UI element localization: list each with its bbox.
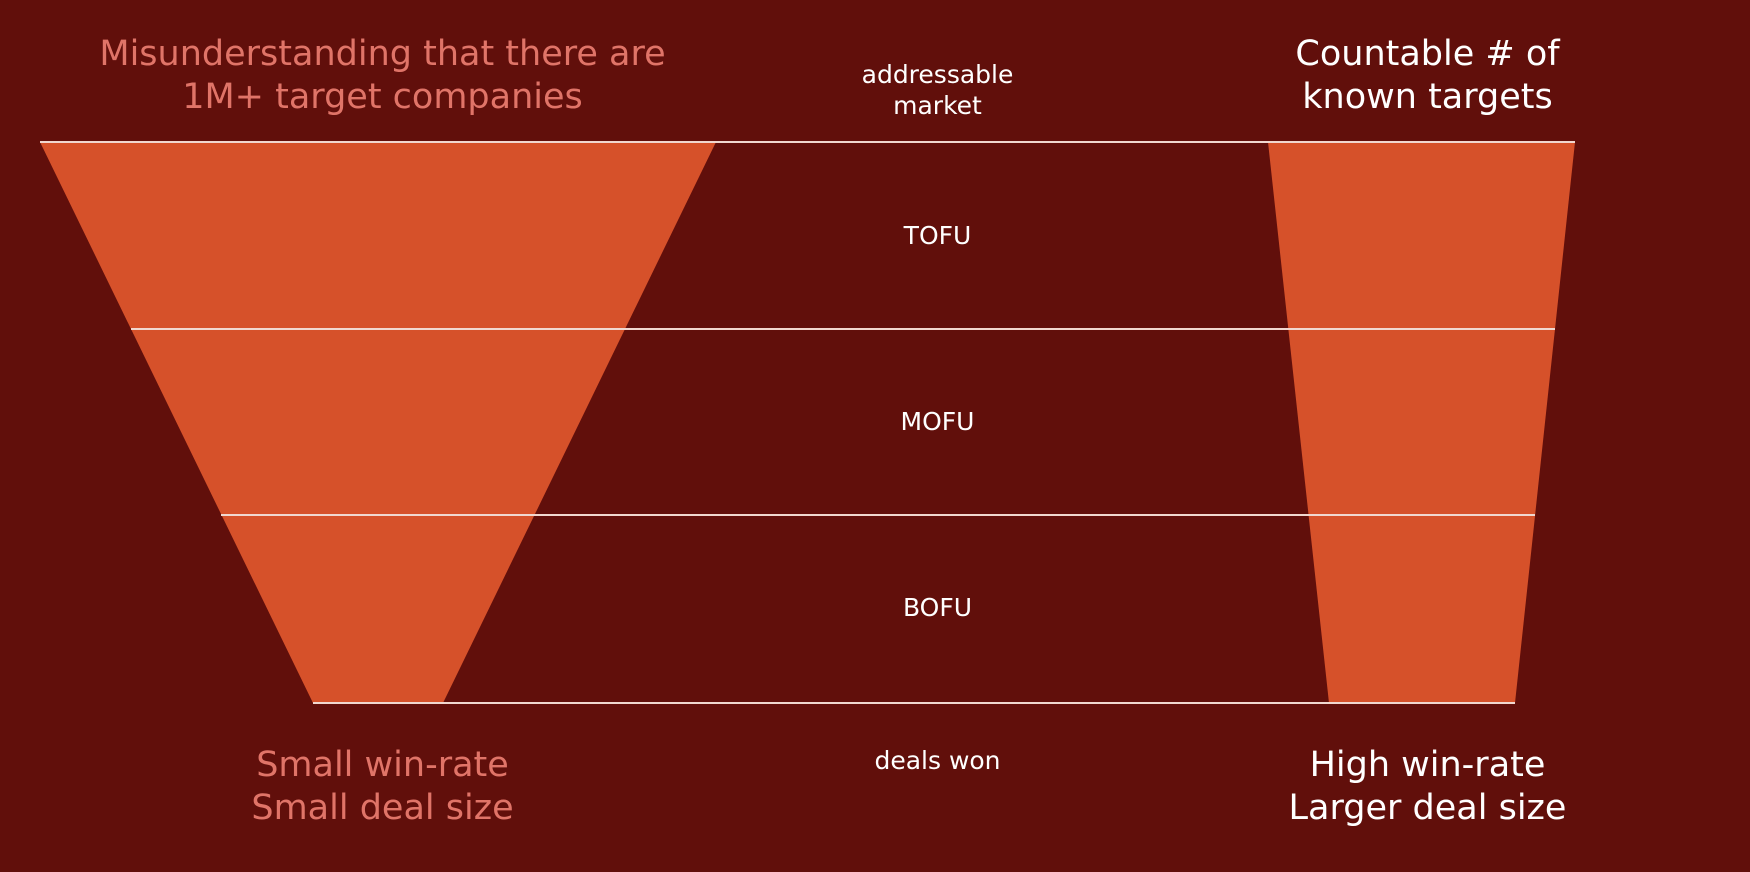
- left-funnel-title-line-1: Misunderstanding that there are: [99, 34, 666, 74]
- stage-label-tofu: TOFU: [903, 221, 972, 250]
- stage-label-addressable-line-2: market: [893, 91, 982, 120]
- right-funnel-outcome-line-1: High win-rate: [1309, 745, 1546, 785]
- right-funnel-title-line-2: known targets: [1302, 77, 1553, 117]
- stage-label-addressable-market: addressable market: [780, 59, 1095, 121]
- right-funnel-outcome: High win-rate Larger deal size: [1190, 744, 1665, 830]
- right-funnel-shape: [1268, 142, 1575, 703]
- left-funnel-outcome-line-1: Small win-rate: [256, 745, 509, 785]
- left-funnel-title: Misunderstanding that there are 1M+ targ…: [0, 33, 765, 119]
- left-funnel-shape: [40, 142, 716, 703]
- stage-label-mofu: MOFU: [900, 407, 975, 436]
- right-funnel-title-line-1: Countable # of: [1295, 34, 1560, 74]
- right-funnel-title: Countable # of known targets: [1190, 33, 1665, 119]
- left-funnel-outcome: Small win-rate Small deal size: [150, 744, 615, 830]
- stage-label-deals-won: deals won: [874, 746, 1001, 775]
- left-funnel-title-line-2: 1M+ target companies: [182, 77, 583, 117]
- stage-label-addressable-line-1: addressable: [861, 60, 1014, 89]
- right-funnel-outcome-line-2: Larger deal size: [1288, 788, 1567, 828]
- left-funnel-outcome-line-2: Small deal size: [251, 788, 514, 828]
- stage-label-bofu: BOFU: [902, 593, 973, 622]
